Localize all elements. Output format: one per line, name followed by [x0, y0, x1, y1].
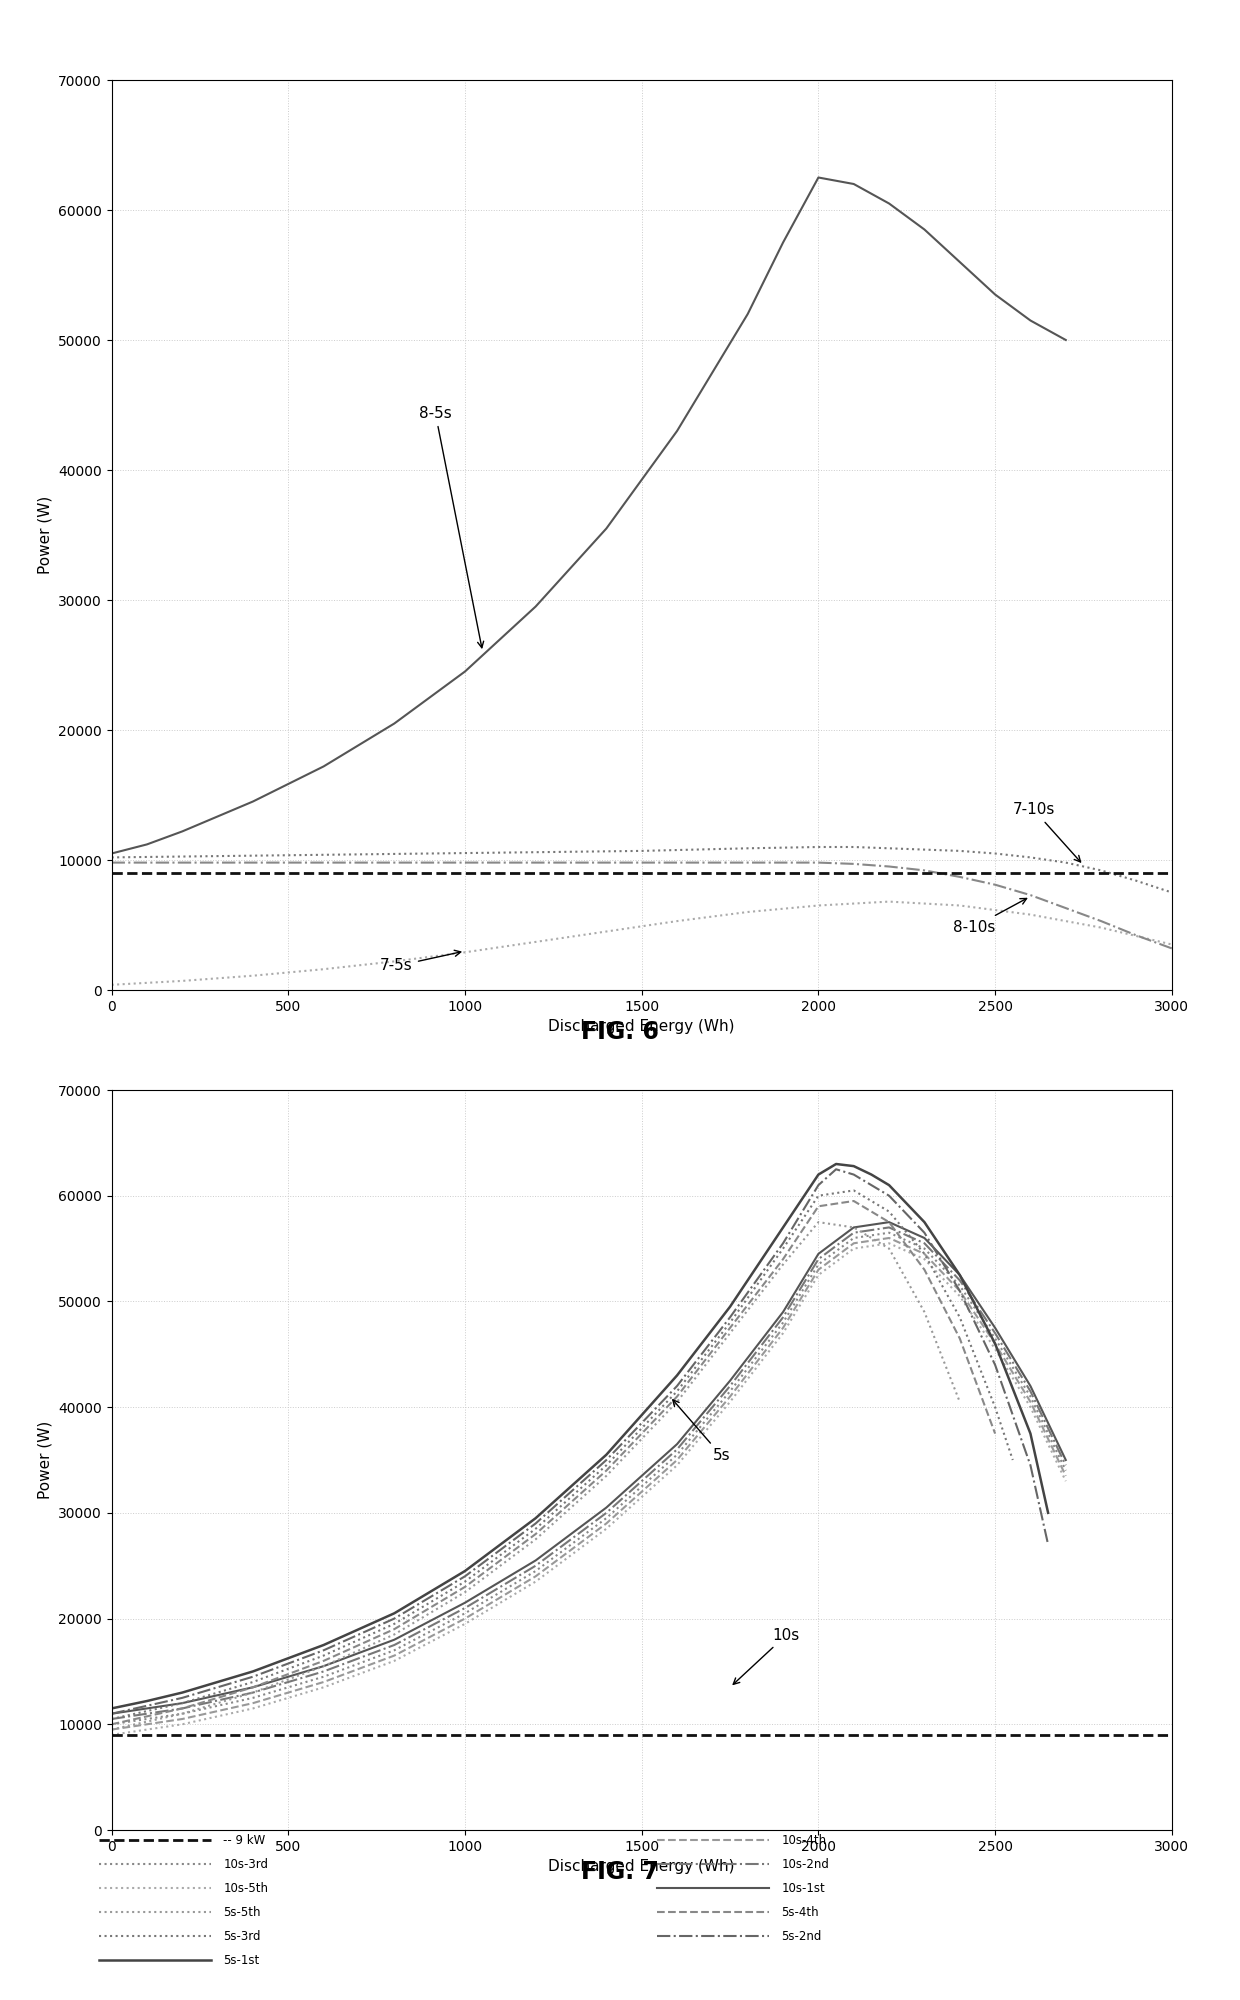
Text: 10s-5th: 10s-5th [223, 1882, 268, 1894]
Text: 8-10s: 8-10s [952, 898, 1027, 934]
Text: 5s-4th: 5s-4th [781, 1906, 818, 1918]
Text: 10s: 10s [733, 1628, 800, 1684]
Text: 5s-1st: 5s-1st [223, 1954, 259, 1966]
Text: FIG. 6: FIG. 6 [582, 1020, 658, 1044]
Text: 10s-4th: 10s-4th [781, 1834, 826, 1846]
Text: 5s: 5s [673, 1400, 730, 1464]
Text: 10s-1st: 10s-1st [781, 1882, 825, 1894]
Text: 10s-3rd: 10s-3rd [223, 1858, 268, 1870]
Text: 7-5s: 7-5s [381, 950, 461, 974]
Text: -- 9 kW: -- 9 kW [223, 1834, 265, 1846]
Text: 7-10s: 7-10s [1013, 802, 1080, 862]
X-axis label: Discharged Energy (Wh): Discharged Energy (Wh) [548, 1020, 735, 1034]
Text: 5s-3rd: 5s-3rd [223, 1930, 260, 1942]
Text: FIG. 7: FIG. 7 [582, 1860, 658, 1884]
Text: 8-5s: 8-5s [419, 406, 484, 648]
Text: 5s-5th: 5s-5th [223, 1906, 260, 1918]
Y-axis label: Power (W): Power (W) [37, 496, 52, 574]
Text: 10s-2nd: 10s-2nd [781, 1858, 830, 1870]
X-axis label: Discharged Energy (Wh): Discharged Energy (Wh) [548, 1860, 735, 1874]
Y-axis label: Power (W): Power (W) [37, 1420, 52, 1500]
Text: 5s-2nd: 5s-2nd [781, 1930, 822, 1942]
